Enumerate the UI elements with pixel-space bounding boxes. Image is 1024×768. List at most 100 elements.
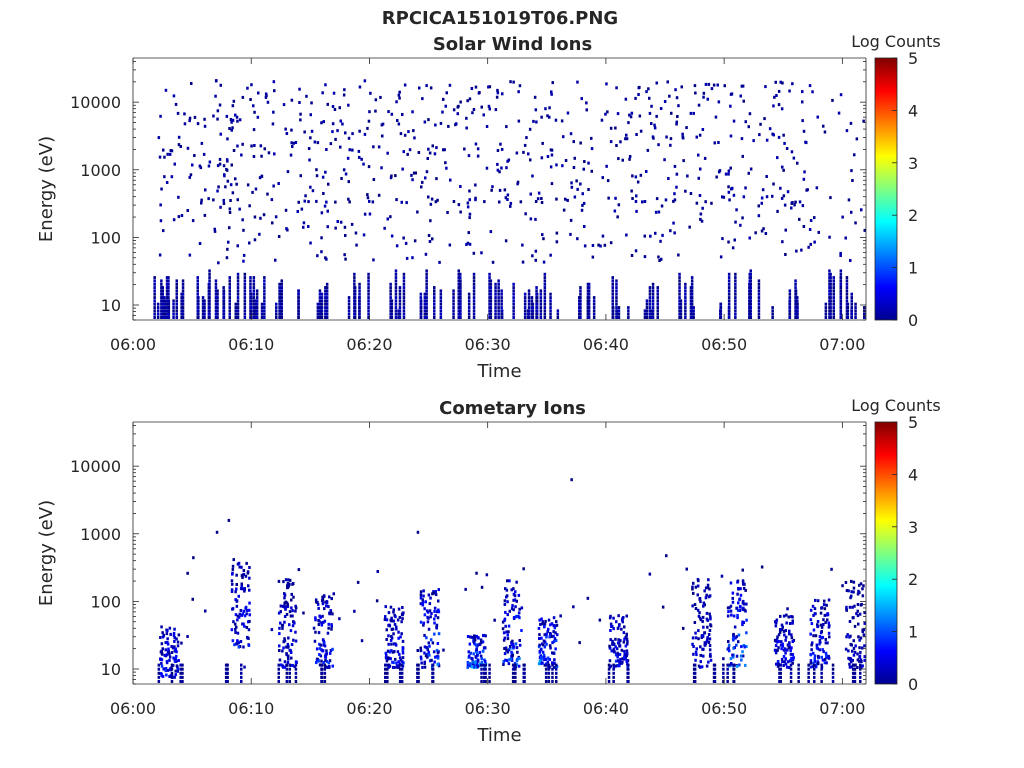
solar-wind-cell — [339, 145, 342, 149]
solar-wind-streak-cell — [249, 292, 252, 296]
solar-wind-streak-cell — [153, 279, 156, 283]
solar-wind-streak-cell — [214, 309, 218, 313]
solar-wind-cell — [675, 96, 679, 100]
cometary-burst-cell — [284, 600, 287, 604]
cometary-burst-cell — [622, 640, 626, 644]
cometary-burst-cell — [325, 601, 329, 605]
solar-wind-streak-cell — [275, 302, 278, 306]
solar-wind-cell — [302, 225, 305, 229]
solar-wind-cell — [529, 217, 533, 221]
cometary-burst-cell — [732, 638, 735, 642]
solar-wind-cell — [235, 182, 238, 186]
cometary-burst-cell — [626, 642, 629, 646]
solar-wind-streak-cell — [457, 279, 460, 283]
solar-wind-streak-cell — [161, 302, 164, 306]
solar-wind-cell — [339, 220, 343, 224]
solar-wind-streak-cell — [523, 306, 527, 310]
solar-wind-cell — [176, 111, 180, 115]
solar-wind-cell — [228, 211, 232, 214]
solar-wind-streak-cell — [196, 306, 199, 310]
solar-wind-streak-cell — [645, 302, 649, 306]
cometary-burst-cell — [858, 659, 861, 663]
cometary-burst-cell — [429, 659, 432, 663]
cometary-streak-cell — [398, 680, 402, 683]
cometary-burst-cell — [278, 626, 281, 630]
cometary-burst-cell — [240, 613, 243, 617]
solar-wind-cell — [214, 94, 217, 98]
cometary-burst-cell — [546, 660, 550, 664]
solar-wind-cell — [242, 259, 245, 263]
cometary-burst-cell — [610, 649, 613, 653]
solar-wind-cell — [728, 198, 731, 202]
cometary-burst-cell — [732, 646, 735, 650]
solar-wind-streak-cell — [678, 296, 681, 300]
solar-wind-streak-cell — [489, 286, 493, 290]
cometary-burst-cell — [539, 648, 543, 652]
cometary-burst-cell — [175, 637, 178, 641]
cometary-streak-cell — [483, 675, 486, 679]
solar-wind-cell — [672, 199, 675, 203]
cometary-burst-cell — [231, 607, 234, 611]
solar-wind-cell — [383, 226, 386, 230]
solar-wind-streak-cell — [394, 279, 398, 283]
cometary-burst-cell — [482, 634, 485, 638]
cometary-burst-cell — [478, 650, 482, 654]
solar-wind-streak-cell — [207, 306, 211, 310]
solar-wind-cell — [591, 244, 595, 247]
solar-wind-streak-cell — [459, 292, 462, 296]
solar-wind-streak-cell — [679, 302, 683, 306]
cometary-burst-cell — [728, 649, 731, 653]
cometary-burst-cell — [551, 641, 554, 645]
solar-wind-cell — [802, 129, 806, 133]
solar-wind-cell — [782, 194, 786, 198]
cometary-burst-cell — [544, 619, 547, 623]
cometary-burst-cell — [238, 565, 241, 569]
solar-wind-cell — [241, 142, 244, 146]
solar-wind-streak-cell — [627, 306, 630, 310]
solar-wind-cell — [739, 94, 742, 98]
solar-wind-streak-cell — [263, 312, 266, 316]
solar-wind-streak-cell — [280, 286, 283, 290]
solar-wind-streak-cell — [854, 316, 857, 319]
solar-wind-streak-cell — [167, 309, 171, 313]
solar-wind-cell — [617, 203, 621, 207]
cometary-burst-cell — [435, 626, 438, 630]
solar-wind-streak-cell — [467, 309, 471, 313]
solar-wind-cell — [468, 97, 472, 101]
cometary-burst-cell — [813, 654, 817, 658]
cometary-burst-cell — [695, 653, 698, 657]
cometary-burst-cell — [789, 652, 793, 656]
solar-wind-streak-cell — [459, 316, 462, 319]
cometary-burst-cell — [399, 635, 402, 639]
cometary-burst-cell — [173, 658, 176, 662]
solar-wind-streak-cell — [353, 306, 356, 310]
solar-wind-cell — [768, 127, 772, 131]
cometary-burst-cell — [788, 629, 791, 633]
solar-wind-cell — [251, 190, 254, 194]
solar-wind-cell — [576, 187, 579, 191]
solar-wind-streak-cell — [832, 316, 835, 319]
cometary-streak-cell — [285, 663, 289, 667]
solar-wind-streak-cell — [684, 309, 687, 313]
cometary-burst-cell — [286, 642, 290, 646]
cometary-streak-cell — [523, 680, 526, 683]
cometary-burst-cell — [470, 665, 474, 669]
cometary-streak-cell — [544, 667, 548, 671]
cometary-burst-cell — [472, 652, 475, 656]
solar-wind-streak-cell — [656, 312, 659, 316]
solar-wind-cell — [427, 147, 430, 151]
solar-wind-cell — [410, 173, 413, 177]
cometary-burst-cell — [387, 634, 390, 638]
solar-wind-streak-cell — [394, 272, 398, 276]
cometary-burst-cell — [388, 663, 391, 667]
solar-wind-streak-cell — [236, 276, 240, 280]
solar-wind-streak-cell — [719, 302, 722, 306]
solar-wind-streak-cell — [234, 312, 237, 316]
solar-wind-streak-cell — [324, 286, 327, 290]
cometary-burst-cell — [466, 665, 469, 669]
solar-wind-cell — [198, 242, 202, 245]
cometary-burst-cell — [286, 604, 290, 608]
solar-wind-cell — [344, 131, 347, 135]
cometary-burst-cell — [707, 660, 710, 664]
cometary-burst-cell — [784, 638, 787, 642]
